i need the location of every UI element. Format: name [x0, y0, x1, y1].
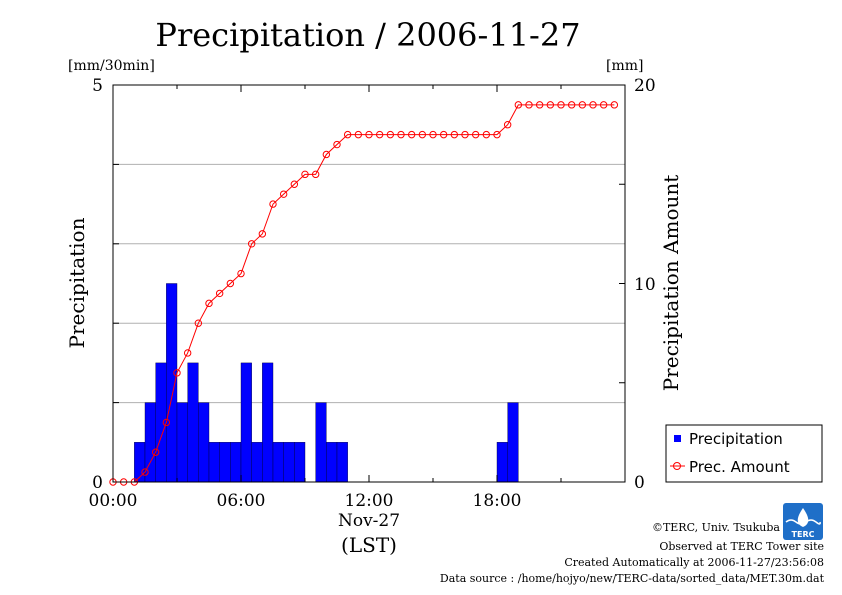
left-tick-label: 0 [92, 473, 103, 493]
amount-point [141, 468, 149, 476]
amount-point [610, 101, 619, 109]
amount-point [311, 170, 320, 179]
amount-point [525, 101, 533, 109]
logo-text: TERC [792, 530, 815, 539]
amount-point [365, 130, 373, 139]
amount-point [397, 130, 405, 139]
precipitation-bar [272, 442, 284, 483]
precipitation-bar [496, 442, 508, 483]
right-tick-label: 10 [634, 275, 656, 295]
legend-box [665, 424, 823, 483]
amount-point [343, 130, 352, 139]
wave-icon [785, 519, 821, 525]
legend: Precipitation Prec. Amount [665, 424, 823, 483]
amount-point [269, 200, 277, 208]
created-text: Created Automatically at 2006-11-27/23:5… [564, 556, 824, 569]
precipitation-bar [155, 362, 167, 483]
amount-point [461, 130, 469, 139]
amount-point [151, 448, 160, 456]
amount-point [514, 101, 523, 109]
precipitation-bar [134, 442, 146, 483]
precipitation-bar [262, 362, 274, 483]
amount-point [183, 349, 192, 357]
precipitation-bar [283, 442, 295, 483]
amount-point [407, 130, 416, 139]
amount-point [215, 289, 224, 298]
precipitation-bar [198, 402, 210, 483]
left-axis-unit: [mm/30min] [68, 58, 155, 74]
axis-ticks [112, 84, 625, 483]
amount-point [226, 279, 235, 288]
amount-point [386, 130, 395, 139]
amount-point [194, 319, 203, 327]
precipitation-bar [315, 402, 327, 483]
legend-marker-swatch [673, 462, 681, 470]
precipitation-bars [134, 283, 519, 483]
source-text: Data source : /home/hojyo/new/TERC-data/… [440, 572, 825, 585]
precipitation-bar [294, 442, 306, 483]
amount-point [279, 190, 288, 198]
legend-bar-swatch [674, 435, 681, 442]
legend-label: Precipitation [689, 430, 783, 448]
precipitation-bar [507, 402, 519, 483]
precipitation-bar [176, 402, 188, 483]
precipitation-bar [230, 442, 242, 483]
amount-point [557, 101, 565, 109]
amount-point [429, 130, 437, 139]
left-tick-label: 5 [92, 76, 103, 96]
precipitation-bar [251, 442, 263, 483]
precipitation-bar [208, 442, 220, 483]
amount-point [567, 101, 576, 109]
precipitation-bar [336, 442, 348, 483]
precipitation-bar [240, 362, 252, 483]
amount-point [589, 101, 597, 109]
amount-point [535, 101, 544, 109]
amount-point [471, 130, 480, 139]
right-tick-label: 20 [634, 76, 656, 96]
amount-point [546, 101, 555, 109]
amount-point [578, 101, 587, 109]
left-axis-title: Precipitation [65, 217, 89, 348]
amount-point [258, 230, 267, 238]
right-tick-label: 0 [634, 473, 645, 493]
amount-point [482, 130, 491, 139]
amount-point [503, 121, 512, 129]
copyright-text: ©TERC, Univ. Tsukuba [652, 521, 780, 534]
x-date-label: Nov-27 [338, 511, 400, 531]
amount-point [290, 180, 299, 188]
amount-point [247, 240, 256, 248]
right-axis-unit: [mm] [606, 58, 643, 74]
amount-point [354, 130, 363, 139]
amount-point [375, 130, 384, 139]
chart-title: Precipitation / 2006-11-27 [155, 16, 580, 54]
amount-point [599, 101, 608, 109]
precipitation-bar [219, 442, 231, 483]
x-tick-label: 06:00 [217, 491, 266, 511]
x-tick-label: 00:00 [89, 491, 138, 511]
right-axis-title: Precipitation Amount [659, 175, 683, 392]
amount-line [109, 101, 619, 486]
amount-point [237, 269, 245, 278]
amount-point [205, 299, 213, 308]
amount-point [173, 369, 181, 377]
terc-logo: TERC [783, 503, 823, 540]
x-tick-label: 18:00 [473, 491, 522, 511]
x-tick-label: 12:00 [345, 491, 394, 511]
observed-text: Observed at TERC Tower site [659, 540, 824, 553]
amount-point [493, 130, 501, 139]
legend-label: Prec. Amount [689, 458, 790, 476]
amount-point [333, 140, 341, 149]
precipitation-bar [166, 283, 178, 483]
x-timezone-label: (LST) [341, 533, 397, 557]
amount-point [439, 130, 448, 139]
amount-point [162, 418, 171, 427]
amount-point [301, 170, 309, 179]
amount-point [322, 150, 331, 159]
amount-point [418, 130, 427, 139]
precipitation-bar [326, 442, 338, 483]
amount-point [450, 130, 459, 139]
amount-line-path [113, 104, 615, 483]
precipitation-bar [187, 362, 199, 483]
